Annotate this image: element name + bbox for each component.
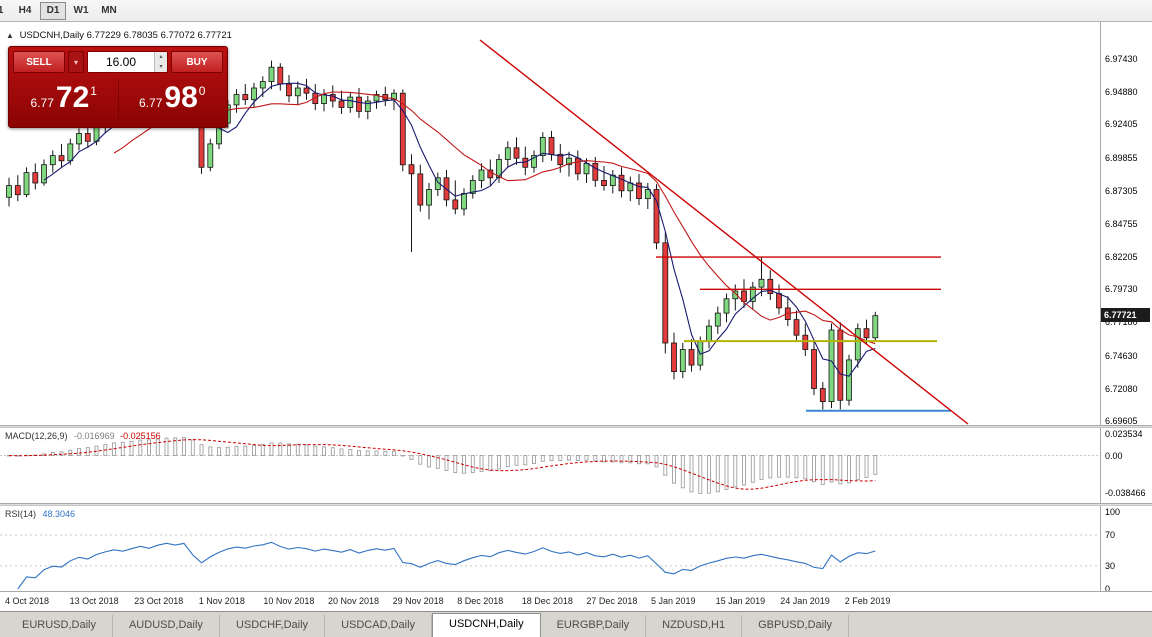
macd-tick-label: -0.038466 [1105,487,1146,498]
macd-main-value: -0.016969 [74,431,115,441]
price-tick-label: 6.97430 [1105,53,1138,64]
price-pane: ▲ USDCNH,Daily 6.77229 6.78035 6.77072 6… [0,22,1152,425]
rsi-tick-label: 30 [1105,560,1116,571]
toolbar: H1H4D1W1MN [0,0,1152,22]
date-label: 18 Dec 2018 [521,596,573,606]
macd-signal-value: -0.025156 [120,431,161,441]
current-price-badge: 6.77721 [1101,308,1150,323]
volume-input[interactable] [88,52,154,72]
rsi-pane: RSI(14) 48.3046 100 70 30 0 [0,506,1152,591]
date-label: 13 Oct 2018 [69,596,119,606]
volume-spinner: ▴ ▾ [154,52,167,72]
chart-tabs: EURUSD,Daily AUDUSD,Daily USDCHF,Daily USDC… [0,611,1152,637]
chevron-down-icon: ▾ [73,57,78,67]
price-axis[interactable]: 6.97430 6.94880 6.92405 6.89855 6.87305 6.847… [1100,22,1152,425]
trade-panel-controls: SELL ▾ ▴ ▾ BUY [13,51,223,73]
volume-field-wrap: ▴ ▾ [87,51,168,73]
buy-price-sup: 0 [198,84,206,98]
macd-axis[interactable]: 0.023534 0.00 -0.038466 [1100,428,1152,503]
volume-increase-button[interactable]: ▴ [155,52,167,62]
price-tick-label: 6.69605 [1105,416,1138,425]
date-label: 23 Oct 2018 [134,596,184,606]
rsi-label: RSI(14) 48.3046 [5,509,75,519]
timeframe-w1-button[interactable]: W1 [68,2,94,20]
price-tick-label: 6.84755 [1105,218,1138,229]
price-tick-label: 6.72080 [1105,383,1138,394]
macd-label: MACD(12,26,9) -0.016969 -0.025156 [5,431,161,441]
buy-price[interactable]: 6.77 98 0 [122,77,224,123]
volume-dropdown-button[interactable]: ▾ [68,51,84,73]
volume-decrease-button[interactable]: ▾ [155,62,167,72]
rsi-name: RSI(14) [5,509,37,519]
sell-button[interactable]: SELL [13,51,65,73]
collapse-trade-panel-icon[interactable]: ▲ [6,31,14,40]
timeframe-h1-button[interactable]: H1 [0,2,10,20]
date-label: 15 Jan 2019 [715,596,766,606]
date-label: 27 Dec 2018 [586,596,638,606]
tab-audusd[interactable]: AUDUSD,Daily [113,615,220,637]
chart-symbol: USDCNH,Daily [19,30,84,41]
tab-gbpusd[interactable]: GBPUSD,Daily [742,615,850,637]
tab-usdchf[interactable]: USDCHF,Daily [220,615,326,637]
date-label: 29 Nov 2018 [392,596,444,606]
sell-price-big: 72 [55,81,90,114]
price-tick-label: 6.82205 [1105,252,1138,263]
price-tick-label: 6.94880 [1105,87,1138,98]
one-click-trading-panel: SELL ▾ ▴ ▾ BUY 6.77 72 1 [8,46,228,128]
chart-title: ▲ USDCNH,Daily 6.77229 6.78035 6.77072 6… [6,30,232,41]
date-label: 20 Nov 2018 [328,596,380,606]
rsi-tick-label: 70 [1105,530,1116,541]
date-label: 10 Nov 2018 [263,596,315,606]
macd-pane: MACD(12,26,9) -0.016969 -0.025156 0.0235… [0,428,1152,503]
trade-panel-prices: 6.77 72 1 6.77 98 0 [13,77,223,123]
price-tick-label: 6.92405 [1105,119,1138,130]
sell-price-prefix: 6.77 [30,96,54,110]
macd-tick-label: 0.00 [1105,450,1123,461]
tab-eurusd[interactable]: EURUSD,Daily [6,615,113,637]
pane-splitter[interactable] [0,503,1152,506]
price-plot[interactable] [0,22,1100,425]
buy-price-prefix: 6.77 [139,96,163,110]
timeframe-d1-button[interactable]: D1 [40,1,66,20]
buy-price-big: 98 [164,81,198,114]
date-label: 5 Jan 2019 [651,596,696,606]
rsi-tick-label: 0 [1105,584,1111,591]
tab-usdcnh[interactable]: USDCNH,Daily [432,613,541,637]
macd-name: MACD(12,26,9) [5,431,68,441]
date-label: 24 Jan 2019 [780,596,830,606]
tab-eurgbp[interactable]: EURGBP,Daily [541,615,647,637]
timeframe-h4-button[interactable]: H4 [12,2,38,20]
macd-plot [0,437,1100,494]
tab-nzdusd[interactable]: NZDUSD,H1 [646,615,743,637]
sell-price[interactable]: 6.77 72 1 [13,77,115,123]
rsi-value: 48.3046 [42,509,76,519]
pane-splitter[interactable] [0,425,1152,428]
date-axis[interactable]: 4 Oct 2018 13 Oct 2018 23 Oct 2018 1 Nov 20… [0,591,1152,611]
rsi-tick-label: 100 [1105,507,1121,517]
buy-button[interactable]: BUY [171,51,223,73]
macd-tick-label: 0.023534 [1105,429,1143,439]
date-label: 2 Feb 2019 [844,596,891,606]
tab-usdcad[interactable]: USDCAD,Daily [325,615,433,637]
price-tick-label: 6.74630 [1105,350,1138,361]
timeframe-mn-button[interactable]: MN [96,2,122,20]
rsi-plot [0,534,1100,590]
price-tick-label: 6.79730 [1105,284,1138,295]
date-label: 8 Dec 2018 [457,596,504,606]
date-label: 1 Nov 2018 [198,596,245,606]
trade-panel-divider [117,79,119,121]
sell-price-sup: 1 [90,84,97,98]
date-label: 4 Oct 2018 [5,596,50,606]
price-tick-label: 6.77180 [1105,317,1138,328]
timeframe-buttons: H1H4D1W1MN [0,1,122,20]
rsi-axis[interactable]: 100 70 30 0 [1100,506,1152,591]
chart-window: ▲ USDCNH,Daily 6.77229 6.78035 6.77072 6… [0,22,1152,611]
price-tick-label: 6.89855 [1105,152,1138,163]
price-tick-label: 6.87305 [1105,185,1138,196]
chart-ohlc: 6.77229 6.78035 6.77072 6.77721 [86,30,232,41]
